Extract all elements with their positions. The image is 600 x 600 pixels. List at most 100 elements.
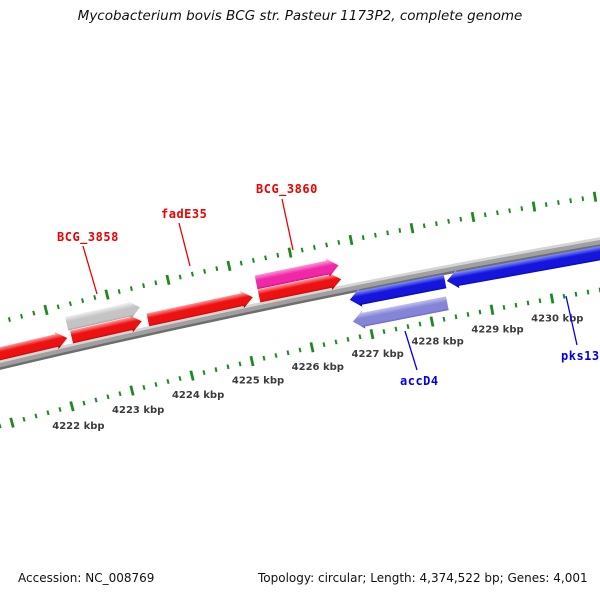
ruler-minor-tick <box>337 239 341 245</box>
ruler-minor-tick <box>398 228 402 233</box>
ruler-minor-tick <box>178 274 182 280</box>
ruler-minor-tick <box>81 298 85 304</box>
ruler-major-tick <box>226 260 232 272</box>
ruler-minor-tick <box>422 223 426 229</box>
gene-label-accD4[interactable]: accD4 <box>400 374 439 388</box>
ruler-minor-tick <box>7 317 11 322</box>
ruler-minor-tick <box>56 304 60 310</box>
ruler-minor-tick <box>22 416 26 422</box>
genome-backbone <box>0 244 600 370</box>
ruler-minor-tick <box>262 355 266 361</box>
ruler-minor-tick <box>514 302 518 308</box>
ruler-major-tick <box>531 201 537 212</box>
ruler-minor-tick <box>562 293 566 299</box>
ruler-minor-tick <box>94 397 98 403</box>
ruler-minor-tick <box>406 324 410 330</box>
ruler-minor-tick <box>298 347 302 353</box>
ruler-kbp-label: 4230 kbp <box>531 313 583 324</box>
ruler-minor-tick <box>382 329 386 335</box>
label-leader-line <box>565 295 578 346</box>
ruler-major-tick <box>9 417 15 428</box>
ruler-minor-tick <box>581 196 585 202</box>
gene-label-pks13[interactable]: pks13 <box>561 349 600 363</box>
ruler-minor-tick <box>322 342 326 348</box>
ruler-minor-tick <box>508 208 511 214</box>
ruler-kbp-label: 4223 kbp <box>112 405 164 416</box>
gene-label-BCG_3858[interactable]: BCG_3858 <box>57 230 119 245</box>
ruler-minor-tick <box>190 271 194 277</box>
ruler-minor-tick <box>361 235 365 241</box>
ruler-minor-tick <box>358 334 362 340</box>
ruler-minor-tick <box>346 336 350 342</box>
ruler-minor-tick <box>215 266 219 272</box>
gene-arrow-fadE35[interactable] <box>146 291 253 327</box>
ruler-minor-tick <box>214 367 218 373</box>
ruler-major-tick <box>348 234 354 246</box>
ruler-minor-tick <box>178 375 182 381</box>
ruler-kbp-label: 4225 kbp <box>232 376 284 387</box>
ruler-minor-tick <box>386 230 389 236</box>
ruler-minor-tick <box>435 221 438 227</box>
ruler-major-tick <box>369 329 375 340</box>
ruler-major-tick <box>549 293 555 304</box>
label-leader-line <box>178 222 191 267</box>
label-leader-line <box>82 245 98 295</box>
ruler-minor-tick <box>274 353 278 358</box>
ruler-minor-tick <box>454 314 458 320</box>
ruler-major-tick <box>43 304 49 316</box>
gene-arrow-accD4[interactable] <box>352 296 449 329</box>
ruler-minor-tick <box>203 268 207 274</box>
ruler-minor-tick <box>276 252 280 258</box>
ruler-minor-tick <box>34 413 38 419</box>
ruler-kbp-label: 4228 kbp <box>411 336 463 347</box>
ruler-minor-tick <box>58 407 62 412</box>
ruler-major-tick <box>489 304 495 315</box>
ruler-minor-tick <box>142 385 146 391</box>
ruler-minor-tick <box>129 286 133 292</box>
gene-arrow-cds-left[interactable] <box>0 332 68 364</box>
ruler-major-tick <box>592 191 598 202</box>
ruler-major-tick <box>165 274 171 286</box>
ruler-minor-tick <box>478 309 482 315</box>
ruler-minor-tick <box>118 391 122 397</box>
ruler-kbp-label: 4227 kbp <box>352 349 404 360</box>
gene-arrow-BCG_3858[interactable] <box>65 300 140 331</box>
gene-label-BCG_3860[interactable]: BCG_3860 <box>256 182 318 197</box>
ruler-minor-tick <box>544 202 548 207</box>
ruler-major-tick <box>287 247 293 258</box>
ruler-minor-tick <box>334 339 338 345</box>
ruler-major-tick <box>189 370 195 381</box>
gene-arrow-cds-2[interactable] <box>70 315 142 344</box>
ruler-major-tick <box>104 289 110 300</box>
ruler-minor-tick <box>20 313 24 319</box>
ruler-minor-tick <box>394 326 398 332</box>
gene-label-fadE35[interactable]: fadE35 <box>161 207 207 221</box>
ruler-minor-tick <box>0 423 2 429</box>
ruler-minor-tick <box>32 310 36 316</box>
ruler-minor-tick <box>264 255 268 261</box>
ruler-major-tick <box>129 385 135 396</box>
topology-text: Topology: circular; Length: 4,374,522 bp… <box>258 571 588 585</box>
ruler-kbp-label: 4229 kbp <box>471 325 523 336</box>
ruler-minor-tick <box>117 289 121 295</box>
ruler-minor-tick <box>483 212 487 218</box>
ruler-minor-tick <box>202 370 206 376</box>
ruler-minor-tick <box>526 300 530 306</box>
page-title: Mycobacterium bovis BCG str. Pasteur 117… <box>77 8 523 24</box>
ruler-kbp-label: 4226 kbp <box>292 362 344 373</box>
gene-arrow-cds-rev[interactable] <box>349 274 447 307</box>
ruler-minor-tick <box>325 242 329 248</box>
ruler-minor-tick <box>82 400 86 406</box>
ruler-minor-tick <box>300 247 304 253</box>
ruler-minor-tick <box>239 260 243 266</box>
ruler-minor-tick <box>142 283 146 289</box>
gene-arrow-BCG_3860[interactable] <box>254 258 339 290</box>
ruler-minor-tick <box>520 206 524 211</box>
gene-arrow-pks13[interactable] <box>446 243 600 289</box>
ruler-minor-tick <box>374 232 377 238</box>
gene-arrow-cds-4[interactable] <box>257 272 342 303</box>
ruler-minor-tick <box>466 312 470 317</box>
ruler-minor-tick <box>459 216 463 222</box>
accession-text: Accession: NC_008769 <box>18 571 155 585</box>
